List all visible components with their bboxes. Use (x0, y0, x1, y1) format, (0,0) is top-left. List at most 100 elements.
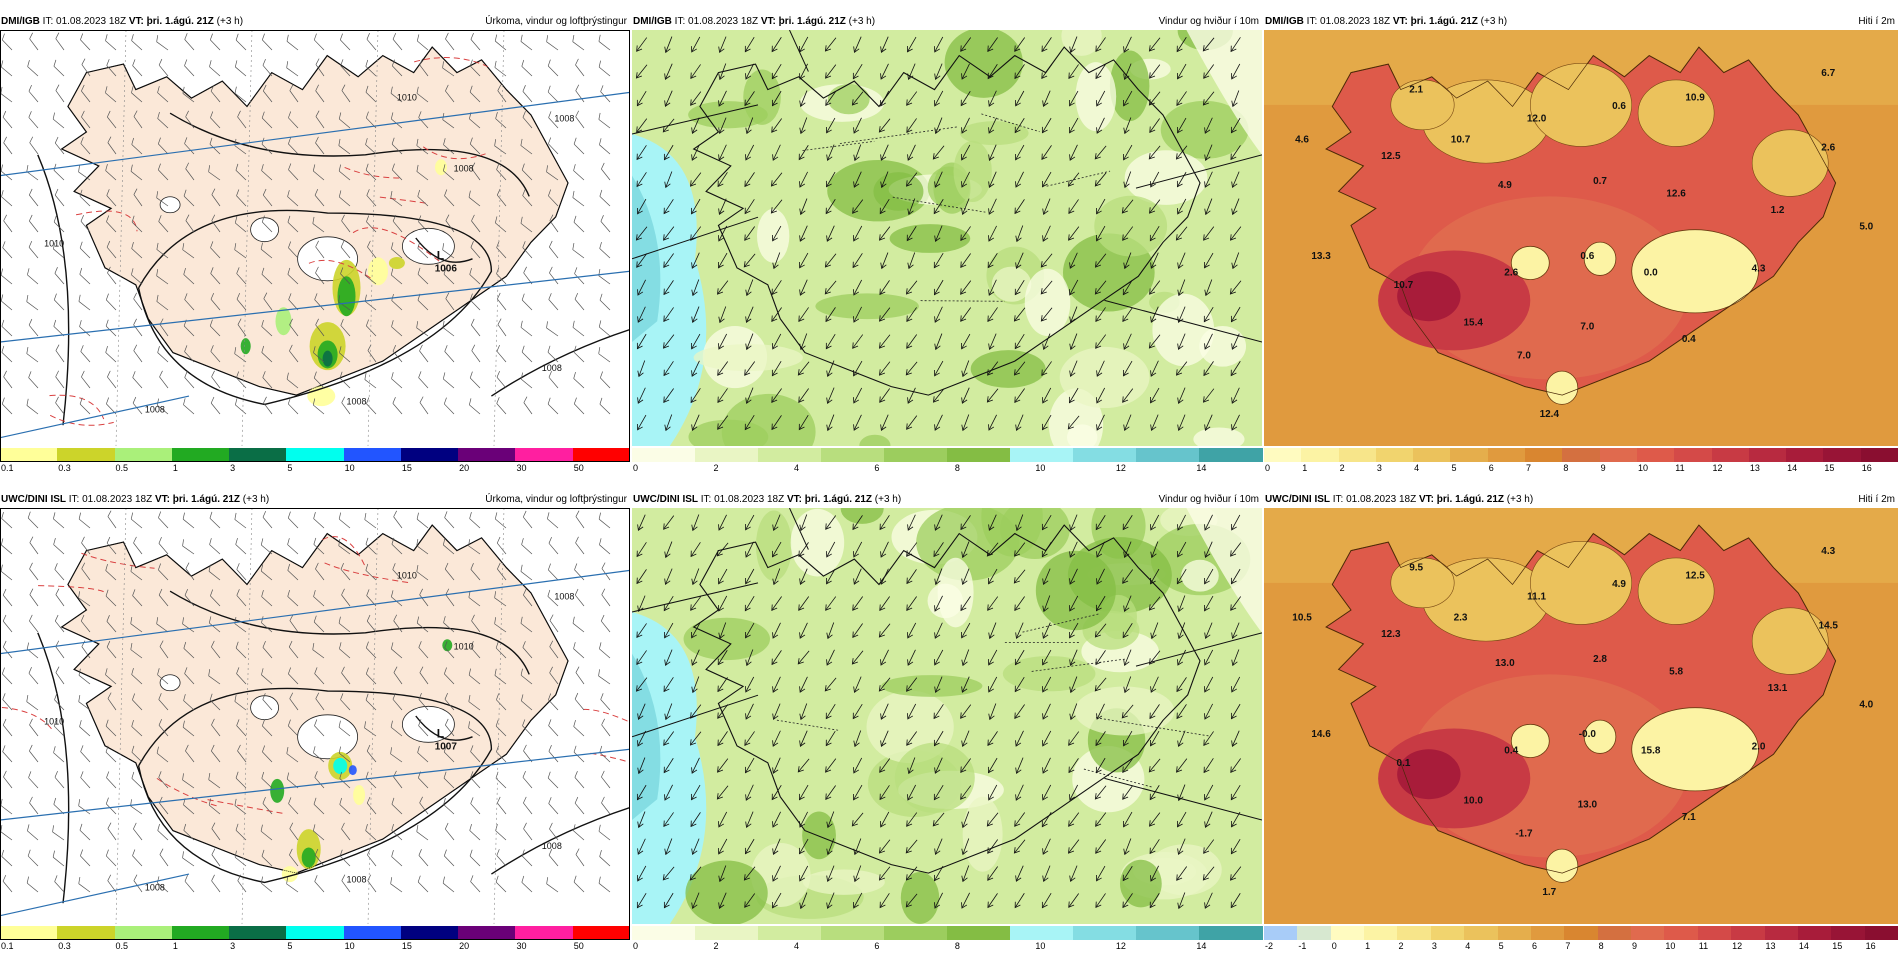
highland (1752, 608, 1828, 675)
colorbar-tick: 8 (1563, 463, 1568, 473)
temperature-label: 14.6 (1311, 729, 1331, 740)
colorbar-swatch (344, 926, 402, 940)
colorbar-swatch (884, 926, 948, 940)
model-source: UWC/DINI ISL (633, 494, 698, 505)
colorbar-swatch (1010, 926, 1074, 940)
temperature-label: 4.6 (1295, 134, 1309, 145)
temperature-label: 7.1 (1682, 812, 1696, 823)
lead-time: (+3 h) (1481, 16, 1507, 27)
panel-header: DMI/IGB IT: 01.08.2023 18Z VT: þri. 1.ág… (0, 14, 630, 30)
isobar-label: 1007 (435, 741, 458, 752)
lead-time: (+3 h) (875, 494, 901, 505)
colorbar-swatch (758, 926, 822, 940)
colorbar-swatch (1562, 448, 1600, 462)
colorbar-swatch (1531, 926, 1565, 940)
colorbar-swatch (821, 448, 885, 462)
isobar-label: 1010 (397, 571, 417, 581)
glacier (160, 197, 180, 213)
isobar-label: 1008 (554, 592, 574, 602)
precip-area (349, 765, 357, 775)
colorbar-swatch (344, 448, 402, 462)
panel-title: Vindur og hviður í 10m (1159, 14, 1259, 30)
colorbar-tick: 13 (1750, 463, 1760, 473)
colorbar-tick: 12 (1116, 463, 1126, 473)
temperature-label: 10.0 (1463, 795, 1483, 806)
valid-time-label: VT: (761, 16, 776, 27)
panel-header: DMI/IGB IT: 01.08.2023 18Z VT: þri. 1.ág… (1264, 14, 1898, 30)
valid-time-value: þri. 1.ágú. 21Z (173, 494, 240, 505)
colorbar-tick: 14 (1196, 463, 1206, 473)
wind-speed-patch (1075, 62, 1116, 131)
run-info: UWC/DINI ISL IT: 01.08.2023 18Z VT: þri.… (1265, 492, 1533, 508)
colorbar-tick: 5 (1451, 463, 1456, 473)
wind-speed-patch (1110, 50, 1150, 121)
temperature-label: 2.6 (1821, 143, 1835, 154)
temperature-label: 12.5 (1381, 151, 1401, 162)
model-source: DMI/IGB (633, 16, 672, 27)
colorbar-tick: 8 (955, 463, 960, 473)
precip-area (323, 351, 333, 367)
glacier (251, 696, 279, 720)
colorbar-tick: 15 (402, 463, 412, 473)
panel-title: Vindur og hviður í 10m (1159, 492, 1259, 508)
precip-area (368, 257, 388, 285)
valid-time-label: VT: (1419, 494, 1434, 505)
wind-speed-patch (757, 209, 789, 263)
valid-time-value: þri. 1.ágú. 21Z (1437, 494, 1504, 505)
run-info: UWC/DINI ISL IT: 01.08.2023 18Z VT: þri.… (1, 492, 269, 508)
colorbar-tick: 16 (1862, 463, 1872, 473)
colorbar-swatch (1861, 448, 1899, 462)
precip-area (338, 276, 356, 316)
glacier (402, 228, 454, 264)
run-info: UWC/DINI ISL IT: 01.08.2023 18Z VT: þri.… (633, 492, 901, 508)
temperature-label: 7.0 (1580, 322, 1594, 333)
colorbar-tick: 4 (1414, 463, 1419, 473)
init-time-value: 01.08.2023 18Z (56, 16, 126, 27)
colorbar-swatch (1598, 926, 1632, 940)
map-area (632, 508, 1262, 924)
wind-speed-patch (815, 293, 919, 319)
colorbar-swatch (1431, 926, 1465, 940)
colorbar-tick: 0.5 (116, 463, 129, 473)
precip-area (333, 758, 347, 774)
wind-speed-patch (945, 30, 1023, 98)
isobar-label: 1008 (145, 883, 165, 893)
highland (1638, 80, 1714, 147)
isobar-label: 1008 (347, 874, 367, 884)
colorbar-swatch (458, 926, 516, 940)
panel-header: UWC/DINI ISL IT: 01.08.2023 18Z VT: þri.… (0, 492, 630, 508)
temperature-label: 10.7 (1451, 134, 1471, 145)
temperature-label: 5.8 (1669, 666, 1683, 677)
wind-speed-patch (960, 121, 1029, 145)
colorbar-swatch (1798, 926, 1832, 940)
colorbar-tick: 50 (574, 463, 584, 473)
init-time-value: 01.08.2023 18Z (1320, 16, 1390, 27)
colorbar-swatch (758, 448, 822, 462)
colorbar-swatch (229, 448, 287, 462)
colorbar-tick: 3 (1377, 463, 1382, 473)
lead-time: (+3 h) (1507, 494, 1533, 505)
wind-speed-patch (1120, 860, 1162, 908)
wind-speed-patch (828, 84, 870, 114)
colorbar-tick: 0.3 (58, 463, 71, 473)
colorbar-swatch (632, 448, 696, 462)
wind-speed-patch (791, 509, 845, 577)
temperature-label: 12.5 (1685, 571, 1705, 582)
temperature-label: 10.5 (1292, 612, 1312, 623)
temperature-panel: DMI/IGB IT: 01.08.2023 18Z VT: þri. 1.ág… (1264, 14, 1898, 478)
isobar-label: 1008 (554, 114, 574, 124)
init-time-label: IT: (1333, 494, 1344, 505)
temperature-label: 11.1 (1527, 592, 1546, 603)
temperature-label: 2.1 (1409, 84, 1423, 95)
colorbar-tick: 7 (1526, 463, 1531, 473)
map-canvas: 4.39.512.54.910.511.12.314.512.32.813.05… (1264, 508, 1898, 924)
colorbar-tick: 9 (1601, 463, 1606, 473)
colorbar-swatch (0, 926, 58, 940)
colorbar-tick: 1 (1302, 463, 1307, 473)
temperature-label: 0.4 (1504, 745, 1518, 756)
